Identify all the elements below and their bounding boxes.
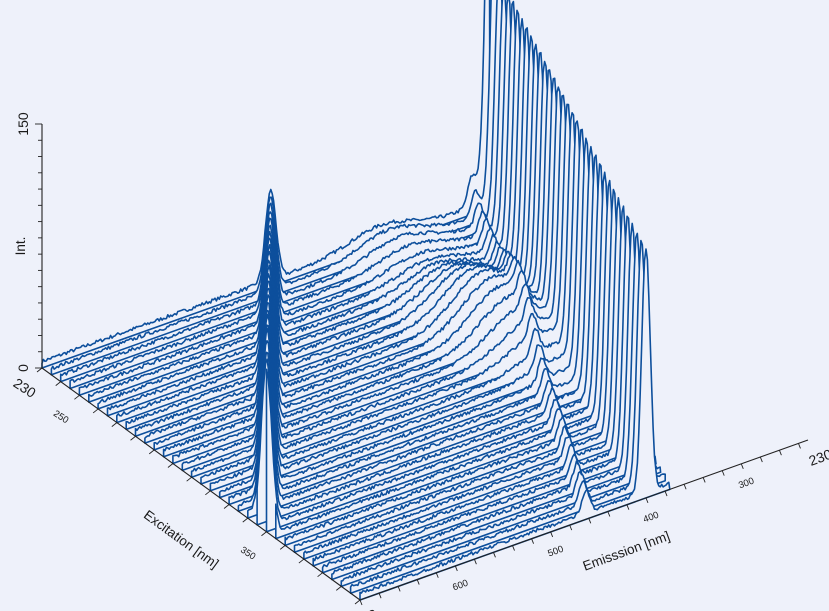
emission-tick (359, 599, 363, 606)
excitation-axis-title: Excitation [nm] (141, 507, 221, 571)
emission-axis-line (359, 439, 809, 601)
emission-tick (397, 586, 401, 592)
excitation-axis-line (41, 367, 361, 601)
excitation-tick (261, 531, 267, 537)
emission-tick (512, 545, 515, 551)
spectrum-trace-ex-365 (293, 188, 639, 553)
spectrum-trace-ex-360 (284, 179, 634, 547)
emission-tick (378, 593, 382, 599)
spectrum-trace-ex-310 (190, 94, 588, 478)
excitation-tick (111, 422, 118, 427)
emission-tick (664, 490, 668, 497)
emission-tick (416, 579, 420, 585)
excitation-tick (223, 504, 230, 509)
emission-tick (721, 470, 725, 476)
emission-tick (569, 524, 573, 531)
spectrum-trace-ex-370 (303, 197, 644, 560)
excitation-tick (205, 490, 211, 496)
emission-tick (588, 518, 592, 524)
emission-tick (759, 456, 763, 463)
emission-tick-label: 300 (737, 476, 756, 492)
excitation-tick (354, 599, 361, 605)
excitation-tick-label: 230 (11, 375, 39, 401)
emission-tick (454, 565, 458, 572)
emission-tick (473, 558, 477, 565)
excitation-tick (55, 381, 61, 386)
spectrum-trace-ex-250 (78, 0, 529, 397)
emission-tick (607, 511, 611, 517)
spectrum-trace-ex-245 (69, 0, 519, 390)
emission-tick-label: 500 (546, 544, 565, 560)
spectrum-trace-ex-280 (134, 43, 561, 437)
excitation-tick (167, 463, 174, 468)
excitation-tick (36, 367, 43, 373)
spectrum-trace-ex-240 (59, 0, 510, 383)
spectra-traces (41, 0, 671, 601)
spectrum-trace-ex-235 (50, 0, 501, 376)
z-tick-label: 0 (15, 364, 31, 372)
emission-tick (626, 504, 630, 510)
spectrum-trace-ex-290 (153, 60, 570, 451)
excitation-tick (279, 545, 286, 550)
emission-tick-label: 700 (352, 606, 380, 611)
spectrum-trace-ex-345 (256, 154, 621, 526)
emission-tick (550, 531, 554, 538)
z-axis-title: Int. (13, 237, 28, 256)
emission-tick (531, 538, 534, 544)
emission-tick-label: 400 (642, 510, 661, 526)
excitation-tick-label: 400 (329, 607, 357, 611)
axes (35, 123, 809, 606)
excitation-tick (186, 476, 192, 482)
emission-tick-label: 600 (451, 578, 470, 594)
spectrum-trace-ex-260 (97, 9, 543, 410)
emission-tick (683, 484, 687, 490)
excitation-tick (298, 558, 305, 564)
emission-tick (778, 450, 782, 456)
spectrum-trace-ex-350 (265, 163, 625, 533)
spectrum-trace-ex-400 (359, 248, 671, 601)
emission-tick (740, 463, 744, 469)
emission-tick (493, 552, 496, 558)
spectrum-trace-ex-375 (312, 205, 648, 567)
emission-axis-title: Emisssion [nm] (581, 528, 672, 573)
emission-tick (645, 497, 649, 504)
emission-tick (702, 477, 706, 483)
emission-tick-label: 230 (807, 446, 829, 469)
spectrum-trace-ex-255 (88, 0, 538, 403)
emission-tick (435, 572, 439, 578)
spectrum-trace-ex-355 (275, 171, 630, 540)
spectrum-trace-ex-305 (181, 86, 584, 472)
excitation-tick (242, 517, 249, 523)
excitation-tick (336, 586, 342, 591)
spectrum-trace-ex-285 (144, 51, 566, 444)
excitation-tick-label: 250 (51, 408, 70, 426)
excitation-tick (130, 435, 136, 441)
excitation-tick (317, 572, 323, 578)
emission-tick (798, 443, 801, 449)
excitation-tick (74, 394, 80, 400)
z-tick-label: 150 (15, 112, 31, 136)
excitation-tick (148, 449, 155, 455)
excitation-tick (92, 408, 99, 414)
excitation-tick-label: 350 (238, 545, 257, 563)
